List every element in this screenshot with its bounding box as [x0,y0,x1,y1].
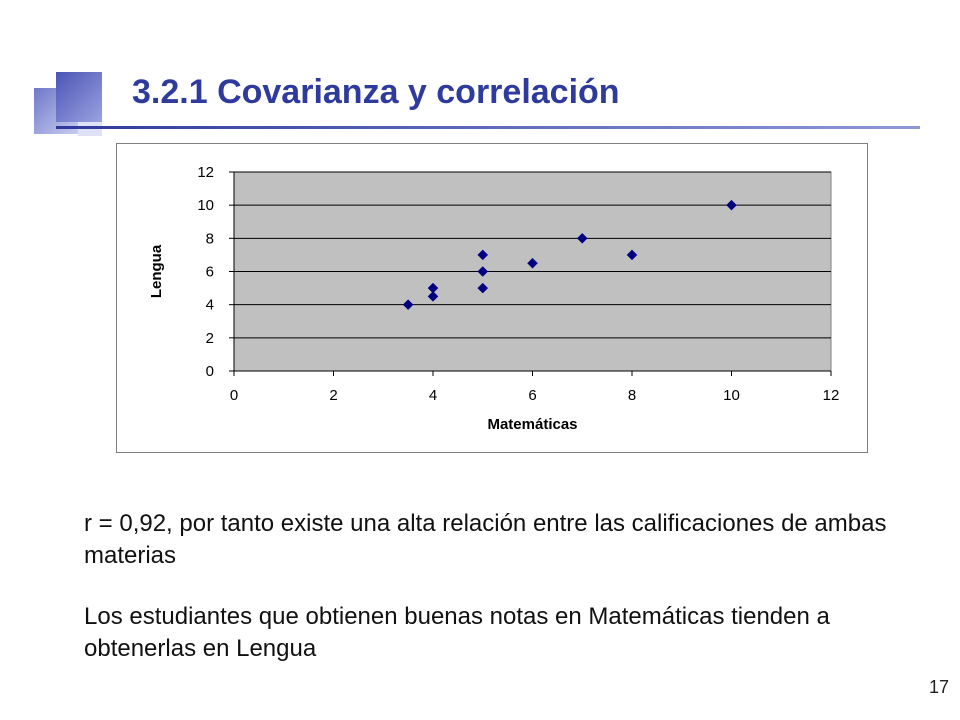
data-point [477,282,489,294]
data-point [427,291,439,302]
x-tick-label: 0 [230,387,238,404]
x-tick-label: 12 [823,387,840,404]
data-point [527,257,538,269]
data-point [626,249,638,261]
data-point [726,199,737,211]
y-tick-label: 10 [197,197,214,214]
x-tick-label: 8 [628,387,636,404]
y-tick-label: 6 [206,264,214,281]
x-tick-label: 10 [723,387,740,404]
y-axis-title: Lengua [148,244,165,298]
x-tick-label: 2 [329,387,337,404]
chart-svg: 0 2 4 6 8 10 12 0 2 4 6 8 10 12 Matemáticas Lengua [148,164,840,433]
data-point [402,299,414,311]
data-point [477,249,489,261]
paragraph-correlation: r = 0,92, por tanto existe una alta rela… [84,510,887,569]
decor-square-dark [56,72,102,122]
y-tick-label: 4 [206,297,214,314]
data-point [427,282,439,294]
scatter-chart: 0 2 4 6 8 10 12 0 2 4 6 8 10 12 Matemáticas Lengua [116,143,868,453]
y-tick-labels: 0 2 4 6 8 10 12 [197,164,234,380]
y-tick-label: 12 [197,164,214,181]
page-number: 17 [928,677,949,697]
x-tick-labels: 0 2 4 6 8 10 12 [230,371,840,404]
paragraph-conclusion: Los estudiantes que obtienen buenas nota… [84,603,830,662]
title-underline [56,126,920,129]
x-axis-title: Matemáticas [487,416,577,433]
data-point [576,232,588,244]
data-point [477,266,489,277]
decor-square-small [78,122,102,136]
x-tick-label: 6 [528,387,536,404]
y-tick-label: 2 [206,330,214,347]
y-tick-label: 0 [206,363,214,380]
data-points [402,199,737,311]
y-tick-label: 8 [206,230,214,247]
slide-title: 3.2.1 Covarianza y correlación [132,73,620,111]
x-tick-label: 4 [429,387,437,404]
